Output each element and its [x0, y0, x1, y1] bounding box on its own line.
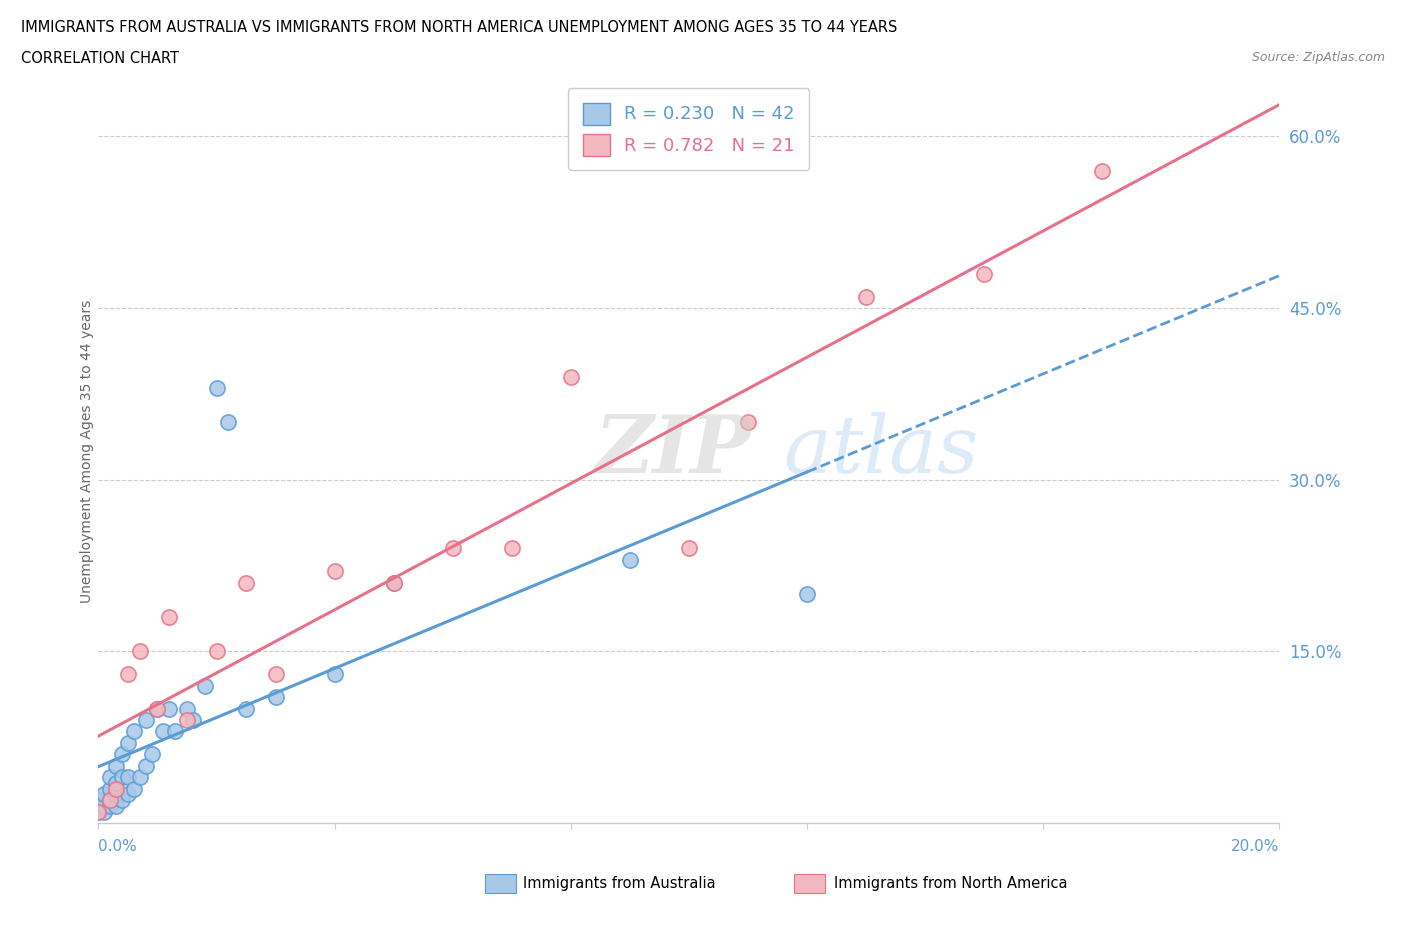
- Y-axis label: Unemployment Among Ages 35 to 44 years: Unemployment Among Ages 35 to 44 years: [80, 299, 94, 603]
- Point: [973, 266, 995, 281]
- Point: [157, 701, 180, 716]
- Point: [105, 776, 128, 790]
- Point: [105, 781, 128, 796]
- Text: Source: ZipAtlas.com: Source: ZipAtlas.com: [1251, 51, 1385, 64]
- Point: [235, 701, 257, 716]
- Point: [323, 667, 346, 682]
- Point: [87, 804, 110, 819]
- Point: [181, 712, 204, 727]
- Point: [560, 369, 582, 384]
- Point: [157, 609, 180, 624]
- Point: [323, 564, 346, 578]
- Point: [87, 799, 110, 814]
- Point: [176, 712, 198, 727]
- Point: [176, 701, 198, 716]
- Point: [205, 380, 228, 395]
- Point: [128, 644, 150, 658]
- Point: [98, 792, 121, 807]
- Point: [135, 712, 157, 727]
- Text: IMMIGRANTS FROM AUSTRALIA VS IMMIGRANTS FROM NORTH AMERICA UNEMPLOYMENT AMONG AG: IMMIGRANTS FROM AUSTRALIA VS IMMIGRANTS …: [21, 20, 897, 35]
- Point: [93, 792, 115, 807]
- Point: [264, 690, 287, 705]
- Point: [217, 415, 239, 430]
- Point: [111, 792, 134, 807]
- Point: [87, 792, 110, 807]
- Point: [98, 781, 121, 796]
- Point: [98, 799, 121, 814]
- Point: [619, 552, 641, 567]
- Point: [93, 787, 115, 802]
- Point: [117, 787, 139, 802]
- Point: [128, 770, 150, 785]
- Text: Immigrants from North America: Immigrants from North America: [834, 876, 1067, 891]
- Point: [87, 804, 110, 819]
- Text: atlas: atlas: [783, 412, 979, 490]
- Text: CORRELATION CHART: CORRELATION CHART: [21, 51, 179, 66]
- Legend: R = 0.230   N = 42, R = 0.782   N = 21: R = 0.230 N = 42, R = 0.782 N = 21: [568, 88, 810, 170]
- Point: [501, 541, 523, 556]
- Text: 20.0%: 20.0%: [1232, 839, 1279, 854]
- Point: [117, 736, 139, 751]
- Point: [105, 799, 128, 814]
- Point: [441, 541, 464, 556]
- Point: [105, 758, 128, 773]
- Text: ZIP: ZIP: [595, 412, 751, 490]
- Point: [93, 804, 115, 819]
- Point: [146, 701, 169, 716]
- Point: [796, 587, 818, 602]
- Point: [855, 289, 877, 304]
- Point: [194, 678, 217, 693]
- Point: [122, 724, 145, 739]
- Text: Immigrants from Australia: Immigrants from Australia: [523, 876, 716, 891]
- Point: [382, 576, 405, 591]
- Point: [98, 792, 121, 807]
- Point: [146, 701, 169, 716]
- Point: [122, 781, 145, 796]
- Point: [1091, 163, 1114, 178]
- Point: [205, 644, 228, 658]
- Text: 0.0%: 0.0%: [98, 839, 138, 854]
- Point: [678, 541, 700, 556]
- Point: [117, 667, 139, 682]
- Point: [117, 770, 139, 785]
- Point: [141, 747, 163, 762]
- Point: [98, 770, 121, 785]
- Point: [135, 758, 157, 773]
- Point: [93, 799, 115, 814]
- Point: [165, 724, 187, 739]
- Point: [382, 576, 405, 591]
- Point: [111, 770, 134, 785]
- Point: [111, 747, 134, 762]
- Point: [152, 724, 174, 739]
- Point: [105, 787, 128, 802]
- Point: [264, 667, 287, 682]
- Point: [235, 576, 257, 591]
- Point: [737, 415, 759, 430]
